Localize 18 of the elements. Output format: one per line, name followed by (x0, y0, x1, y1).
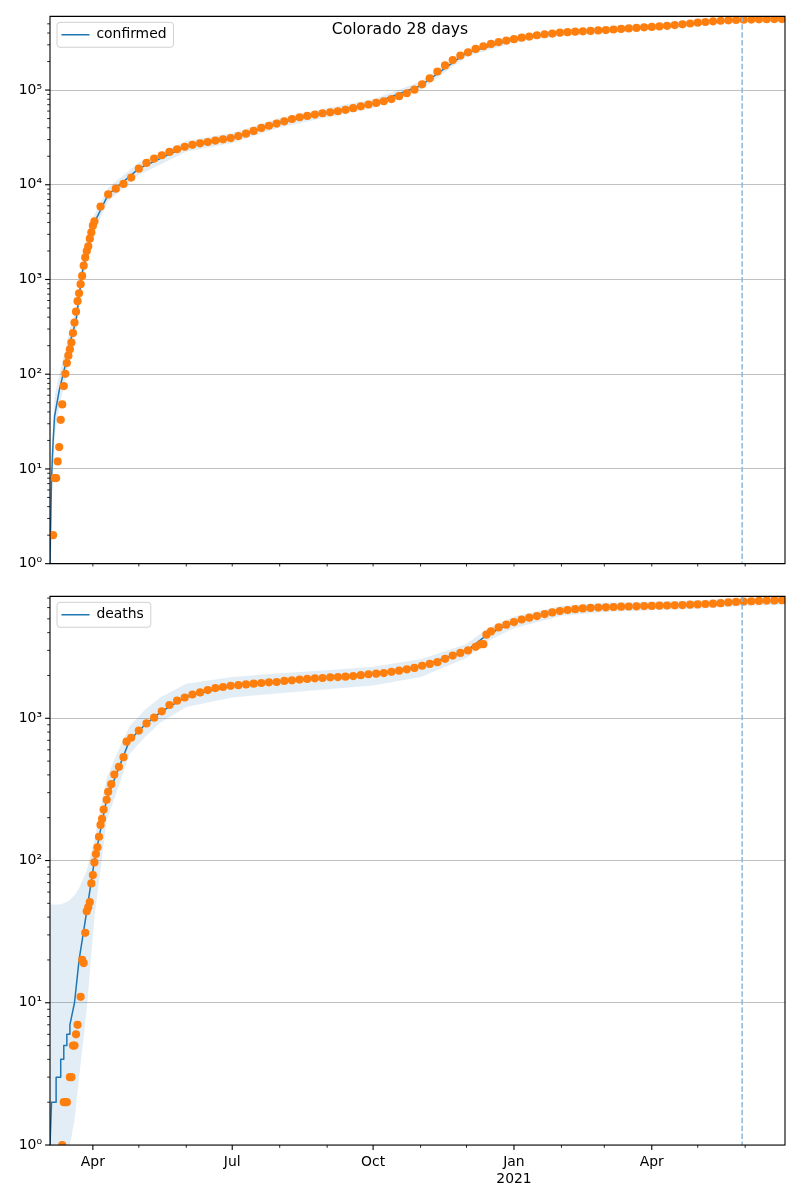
y-tick-label: 10³ (18, 708, 42, 725)
y-tick-label: 10¹ (18, 459, 42, 476)
legend-label: deaths (96, 605, 144, 622)
y-tick-label: 10⁴ (18, 175, 43, 192)
y-tick-label: 10³ (18, 270, 42, 287)
y-tick-label: 10⁰ (18, 1135, 43, 1152)
x-tick-label: Jul (222, 1152, 241, 1169)
x-tick-label: Apr (639, 1152, 665, 1169)
legend-label: confirmed (96, 25, 167, 42)
x-tick-label: Oct (361, 1152, 386, 1169)
y-tick-label: 10² (18, 851, 42, 868)
chart-title: Colorado 28 days (331, 20, 469, 38)
x-tick-label: Jan 2021 (496, 1152, 532, 1186)
y-tick-label: 10⁵ (18, 80, 42, 97)
y-tick-label: 10⁰ (18, 554, 43, 571)
y-tick-label: 10¹ (18, 993, 42, 1010)
x-tick-label: Apr (80, 1152, 106, 1169)
y-tick-label: 10² (18, 364, 42, 381)
